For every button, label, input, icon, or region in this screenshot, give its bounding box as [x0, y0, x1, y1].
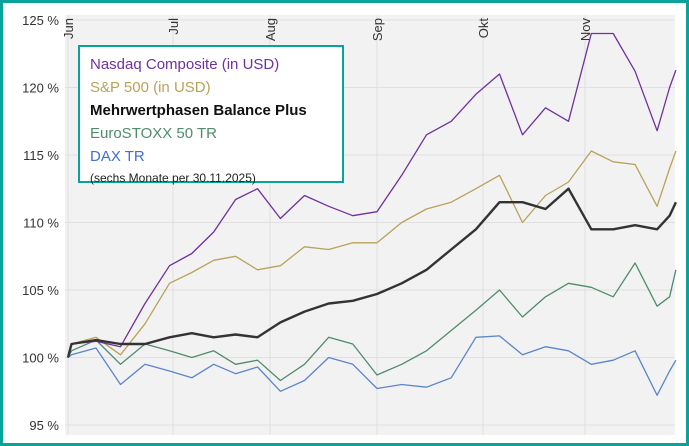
x-tick-label: Jun [61, 18, 76, 39]
legend-item-mehrwertphasen: Mehrwertphasen Balance Plus [90, 102, 307, 119]
series-line-nasdaq-composite-in-usd [67, 32, 677, 358]
y-tick-label: 105 % [22, 283, 59, 298]
legend-item-nasdaq: Nasdaq Composite (in USD) [90, 56, 280, 73]
series-line-mehrwertphasen-balance-plus [66, 187, 677, 358]
legend-item-sp500: S&P 500 (in USD) [90, 79, 211, 96]
y-tick-label: 115 % [23, 148, 59, 163]
y-tick-label: 125 % [22, 13, 59, 28]
y-tick-label: 100 % [22, 351, 59, 366]
x-tick-label: Nov [578, 18, 593, 42]
series-line-dax-tr [67, 335, 677, 396]
legend: Nasdaq Composite (in USD) S&P 500 (in US… [78, 45, 344, 185]
x-tick-label: Okt [476, 18, 491, 39]
legend-item-eurostoxx: EuroSTOXX 50 TR [90, 125, 218, 142]
legend-note: (sechs Monate per 30.11.2025) [90, 171, 256, 185]
series-line-s-p-500-in-usd [67, 150, 677, 358]
y-tick-label: 110 % [23, 216, 59, 231]
x-tick-label: Aug [263, 18, 278, 41]
x-tick-label: Jul [166, 18, 181, 35]
y-tick-label: 120 % [22, 81, 59, 96]
x-tick-label: Sep [370, 18, 385, 41]
series-line-eurostoxx-50-tr [67, 262, 677, 382]
legend-item-dax: DAX TR [90, 148, 145, 165]
y-tick-label: 95 % [29, 418, 59, 433]
